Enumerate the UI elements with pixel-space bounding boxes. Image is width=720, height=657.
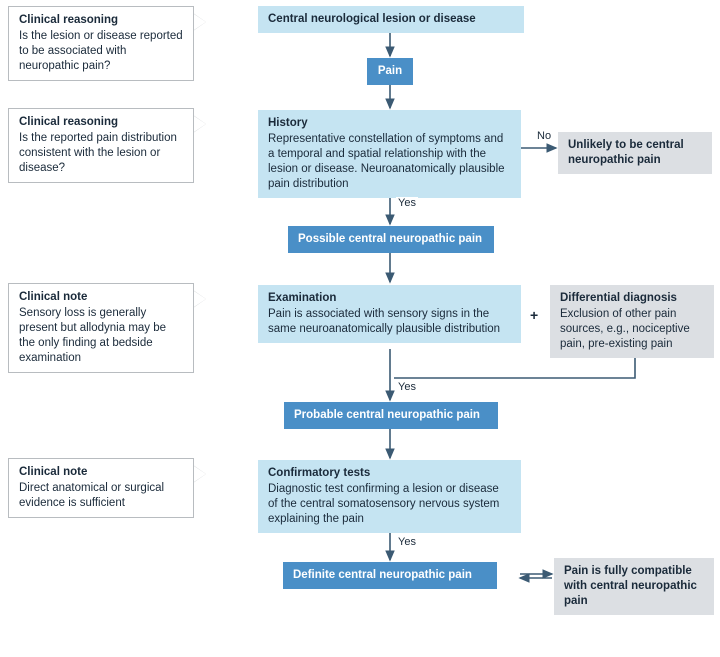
note-1-body: Is the lesion or disease reported to be … (19, 30, 183, 72)
note-3-body: Sensory loss is generally present but al… (19, 307, 166, 364)
note-2-tail (194, 116, 206, 132)
edge-yes-3: Yes (396, 536, 418, 548)
pain-label: Pain (378, 65, 402, 77)
node-definite: Definite central neuropathic pain (283, 562, 497, 589)
differential-title: Differential diagnosis (560, 291, 704, 306)
note-1: Clinical reasoning Is the lesion or dise… (8, 6, 194, 81)
confirmatory-title: Confirmatory tests (268, 466, 511, 481)
note-2-title: Clinical reasoning (19, 115, 183, 130)
history-title: History (268, 116, 511, 131)
node-confirmatory: Confirmatory tests Diagnostic test confi… (258, 460, 521, 533)
examination-title: Examination (268, 291, 511, 306)
definite-label: Definite central neuropathic pain (293, 569, 472, 581)
note-3-title: Clinical note (19, 290, 183, 305)
plus-symbol: + (530, 307, 538, 323)
node-examination: Examination Pain is associated with sens… (258, 285, 521, 343)
differential-body: Exclusion of other pain sources, e.g., n… (560, 308, 690, 350)
unlikely-label: Unlikely to be central neuropathic pain (568, 139, 684, 166)
node-unlikely: Unlikely to be central neuropathic pain (558, 132, 712, 174)
note-4-body: Direct anatomical or surgical evidence i… (19, 482, 164, 509)
note-4-title: Clinical note (19, 465, 183, 480)
note-1-title: Clinical reasoning (19, 13, 183, 28)
note-4: Clinical note Direct anatomical or surgi… (8, 458, 194, 518)
confirmatory-body: Diagnostic test confirming a lesion or d… (268, 483, 499, 525)
probable-label: Probable central neuropathic pain (294, 409, 480, 421)
start-label: Central neurological lesion or disease (268, 13, 476, 25)
note-3: Clinical note Sensory loss is generally … (8, 283, 194, 373)
compatible-label: Pain is fully compatible with central ne… (564, 565, 697, 607)
note-2-body: Is the reported pain distribution consis… (19, 132, 177, 174)
note-2: Clinical reasoning Is the reported pain … (8, 108, 194, 183)
edge-yes-1: Yes (396, 197, 418, 209)
note-4-tail (194, 466, 206, 482)
edge-yes-2: Yes (396, 381, 418, 393)
node-start: Central neurological lesion or disease (258, 6, 524, 33)
edge-no-label: No (535, 130, 553, 142)
node-differential: Differential diagnosis Exclusion of othe… (550, 285, 714, 358)
node-pain: Pain (367, 58, 413, 85)
node-possible: Possible central neuropathic pain (288, 226, 494, 253)
node-history: History Representative constellation of … (258, 110, 521, 198)
possible-label: Possible central neuropathic pain (298, 233, 482, 245)
node-compatible: Pain is fully compatible with central ne… (554, 558, 714, 615)
note-3-tail (194, 291, 206, 307)
history-body: Representative constellation of symptoms… (268, 133, 505, 190)
node-probable: Probable central neuropathic pain (284, 402, 498, 429)
examination-body: Pain is associated with sensory signs in… (268, 308, 500, 335)
note-1-tail (194, 14, 206, 30)
